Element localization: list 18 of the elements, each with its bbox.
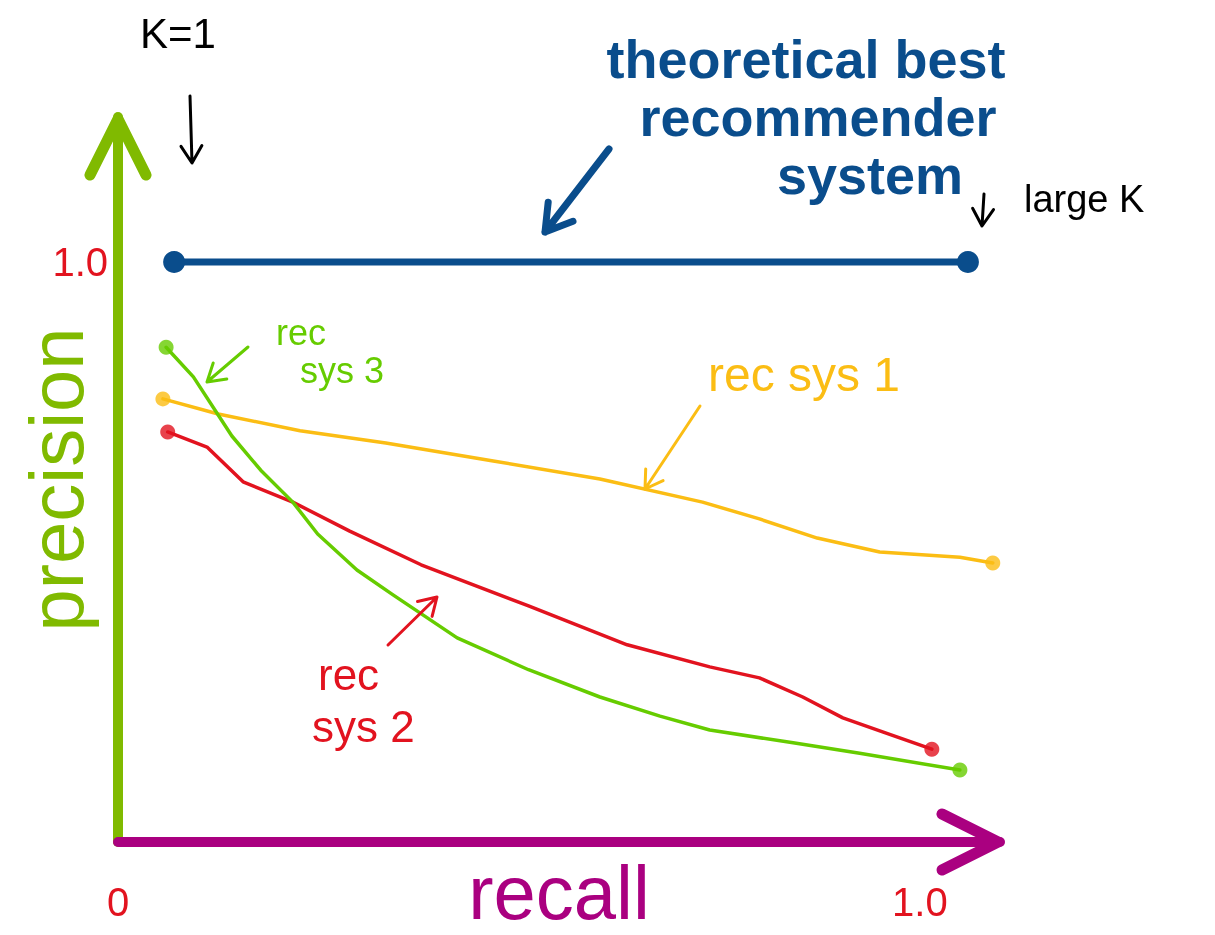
series-label: rec sys 2 bbox=[312, 649, 415, 751]
point bbox=[952, 762, 968, 778]
text: K=1 bbox=[140, 9, 216, 57]
point bbox=[160, 424, 176, 440]
point bbox=[924, 741, 940, 757]
text: 1.0 bbox=[52, 240, 108, 284]
point bbox=[956, 251, 979, 273]
legend-label: rec sys 3 bbox=[276, 311, 385, 391]
x-axis-title: recall bbox=[468, 849, 650, 935]
point bbox=[158, 339, 174, 355]
text: rec sys 1 bbox=[708, 347, 901, 401]
x-tick-label: 0 bbox=[106, 880, 130, 924]
point bbox=[155, 391, 171, 407]
text: large K bbox=[1024, 178, 1145, 220]
point bbox=[163, 251, 186, 273]
point bbox=[985, 555, 1001, 571]
series-label: theoretical best recommender system bbox=[606, 29, 1006, 205]
y-axis-title: precision bbox=[13, 327, 99, 632]
